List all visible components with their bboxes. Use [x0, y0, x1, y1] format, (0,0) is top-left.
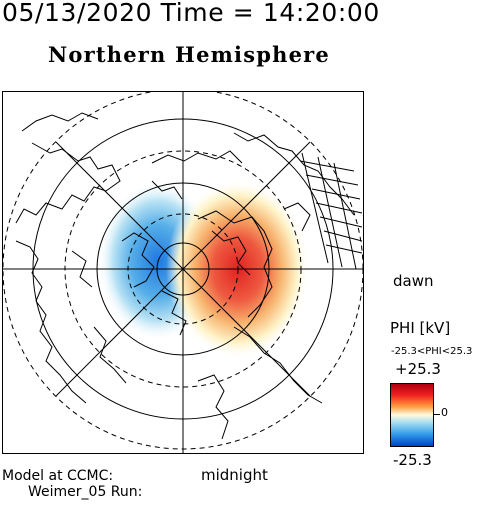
colorbar-zero-label: 0	[441, 406, 448, 419]
model-label: Model at CCMC:	[2, 468, 114, 484]
map-grid-hatch	[299, 152, 363, 270]
hemisphere-title: Northern Hemisphere	[48, 42, 330, 67]
run-label: Weimer_05 Run:	[28, 484, 143, 500]
coastlines	[15, 112, 355, 440]
colorbar-zero-tick	[434, 414, 440, 415]
map-frame	[2, 91, 364, 454]
colorbar-range: -25.3<PHI<25.3	[391, 346, 473, 357]
colorbar-min-label: -25.3	[393, 451, 432, 469]
datetime-header: 05/13/2020 Time = 14:20:00	[2, 0, 380, 27]
meridian-lines	[2, 91, 364, 454]
midnight-label: midnight	[201, 466, 268, 484]
colorbar-max-label: +25.3	[395, 360, 441, 378]
polar-potential-map	[2, 91, 364, 454]
colorbar	[390, 383, 434, 447]
colorbar-title: PHI [kV]	[390, 319, 451, 337]
dawn-label: dawn	[393, 272, 434, 290]
